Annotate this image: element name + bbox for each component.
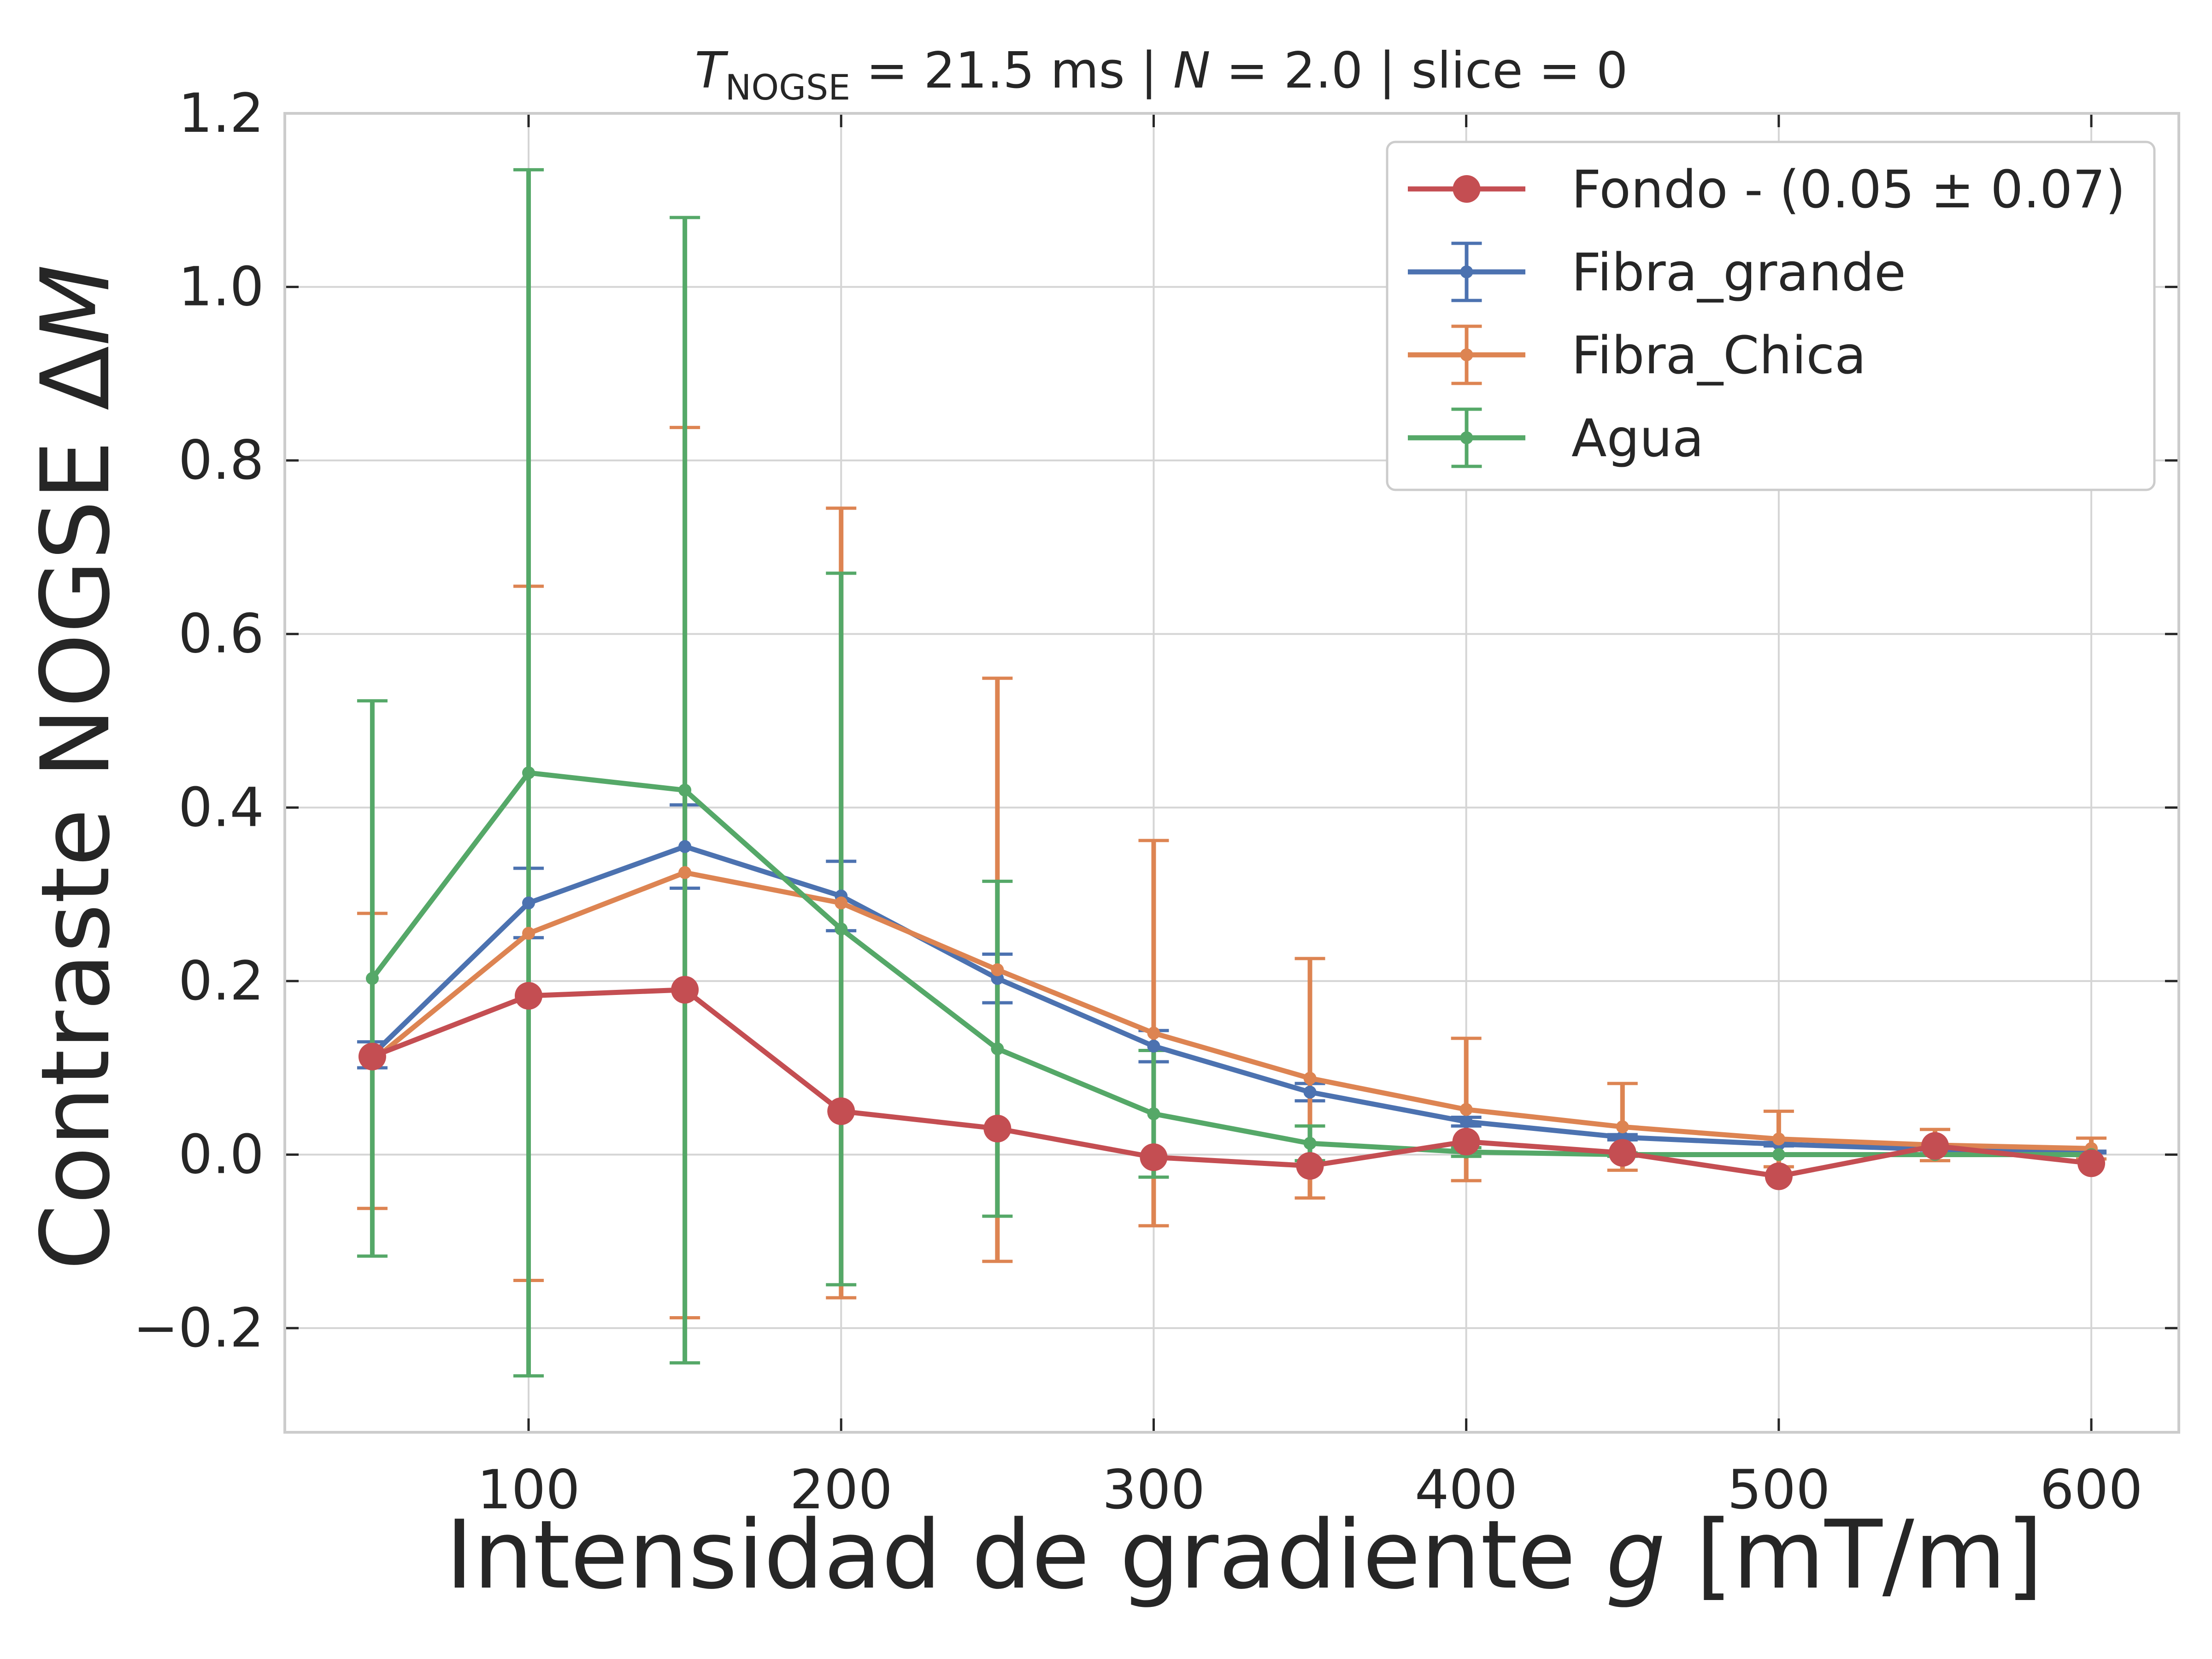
title-part-1: = 21.5 ms | <box>850 42 1173 100</box>
data-point-fibra-grande <box>1459 1115 1473 1128</box>
y-tick-label: −0.2 <box>133 1296 264 1359</box>
legend-label-fondo-0-05-0-07: Fondo - (0.05 ± 0.07) <box>1571 160 2125 220</box>
data-point-fibra-chica <box>522 927 535 940</box>
data-point-agua <box>991 1042 1004 1055</box>
data-point-fondo-0-05-0-07 <box>1921 1132 1949 1160</box>
x-axis-label: Intensidad de gradiente g [mT/m] <box>446 1500 2043 1610</box>
data-point-agua <box>1772 1148 1785 1161</box>
data-point-fondo-0-05-0-07 <box>983 1114 1012 1142</box>
x-axis-label-symbol: g <box>1606 1500 1665 1610</box>
data-point-fibra-chica <box>1303 1071 1317 1085</box>
data-point-fondo-0-05-0-07 <box>1452 1128 1480 1156</box>
y-tick-label: 0.6 <box>178 602 264 665</box>
series-line-agua <box>370 770 2092 1157</box>
data-point-fondo-0-05-0-07 <box>515 982 543 1010</box>
data-point-fibra-grande <box>678 840 692 853</box>
x-tick-label: 100 <box>477 1458 580 1521</box>
data-point-fibra-chica <box>678 866 692 879</box>
data-point-fibra-chica <box>1772 1132 1785 1146</box>
tick-labels: 100 200 300 400 500 600 −0.2 0.0 0.2 0.4 0.6 0.8 1.0… <box>133 82 2143 1521</box>
data-point-fibra-chica <box>1459 1103 1473 1116</box>
data-point-fibra-chica <box>991 963 1004 977</box>
data-point-fondo-0-05-0-07 <box>827 1097 855 1125</box>
y-tick-label: 1.0 <box>178 255 264 318</box>
data-point-fondo-0-05-0-07 <box>1296 1152 1324 1180</box>
legend-marker-fibra-chica <box>1460 348 1473 361</box>
title-part-2: = 2.0 | slice = 0 <box>1211 42 1628 100</box>
data-point-fibra-grande <box>522 896 535 910</box>
data-point-agua <box>522 766 535 779</box>
plot-frame <box>283 112 2180 1434</box>
y-tick-label: 0.0 <box>178 1123 264 1186</box>
series-markers <box>358 766 2106 1190</box>
data-point-fibra-chica <box>1147 1026 1160 1040</box>
x-tick-label: 200 <box>790 1458 893 1521</box>
data-point-fibra-grande <box>1303 1085 1317 1099</box>
title-t-symbol: T <box>694 42 728 100</box>
data-point-agua <box>1147 1107 1160 1120</box>
series-line-fondo-0-05-0-07 <box>371 987 2092 1179</box>
legend-label-agua: Agua <box>1571 409 1704 469</box>
y-tick-label: 0.8 <box>178 429 264 492</box>
data-point-fondo-0-05-0-07 <box>2077 1149 2106 1177</box>
data-point-fibra-grande <box>1147 1040 1160 1053</box>
data-point-fondo-0-05-0-07 <box>358 1042 386 1071</box>
x-tick-label: 600 <box>2040 1458 2142 1521</box>
legend-marker-agua <box>1460 431 1473 444</box>
data-point-fondo-0-05-0-07 <box>1608 1139 1636 1167</box>
legend-label-fibra-chica: Fibra_Chica <box>1571 326 1866 386</box>
data-point-agua <box>678 783 692 797</box>
x-axis-label-unit: [mT/m] <box>1666 1500 2043 1610</box>
chart-title: TNOGSE = 21.5 ms | N = 2.0 | slice = 0 <box>694 42 1628 108</box>
series-line-fibra-grande <box>371 844 2092 1155</box>
y-axis-label-text: Contraste NOGSE Δ <box>21 346 131 1271</box>
legend-marker-fibra-grande <box>1460 265 1473 278</box>
legend-marker-fondo-0-05-0-07 <box>1453 175 1481 203</box>
data-point-fondo-0-05-0-07 <box>1765 1162 1793 1190</box>
legend-label-fibra-grande: Fibra_grande <box>1571 243 1906 303</box>
data-point-agua <box>1303 1136 1317 1150</box>
y-tick-label: 1.2 <box>178 82 264 145</box>
y-tick-label: 0.4 <box>178 776 264 839</box>
title-t-subscript: NOGSE <box>725 67 850 108</box>
series-lines <box>370 770 2092 1179</box>
series-line-fibra-chica <box>371 870 2092 1151</box>
x-tick-label: 500 <box>1727 1458 1830 1521</box>
y-tick-label: 0.2 <box>178 949 264 1012</box>
y-axis-label-symbol: M <box>21 265 131 346</box>
legend-box <box>1386 141 2156 491</box>
data-point-fibra-chica <box>1616 1120 1629 1134</box>
data-point-agua <box>365 972 379 985</box>
data-point-fondo-0-05-0-07 <box>671 976 699 1004</box>
y-axis-label: Contraste NOGSE ΔM <box>21 265 131 1271</box>
x-tick-label: 400 <box>1415 1458 1518 1521</box>
title-n-symbol: N <box>1173 42 1211 100</box>
data-point-fondo-0-05-0-07 <box>1140 1143 1168 1171</box>
x-tick-label: 300 <box>1102 1458 1205 1521</box>
legend-entries: Fondo - (0.05 ± 0.07) Fibra_grande Fibra_C… <box>1408 160 2125 469</box>
data-point-fibra-chica <box>835 896 848 910</box>
legend: Fondo - (0.05 ± 0.07) Fibra_grande Fibra_C… <box>1386 141 2156 491</box>
data-point-agua <box>835 922 848 935</box>
x-axis-label-text: Intensidad de gradiente <box>446 1500 1606 1610</box>
